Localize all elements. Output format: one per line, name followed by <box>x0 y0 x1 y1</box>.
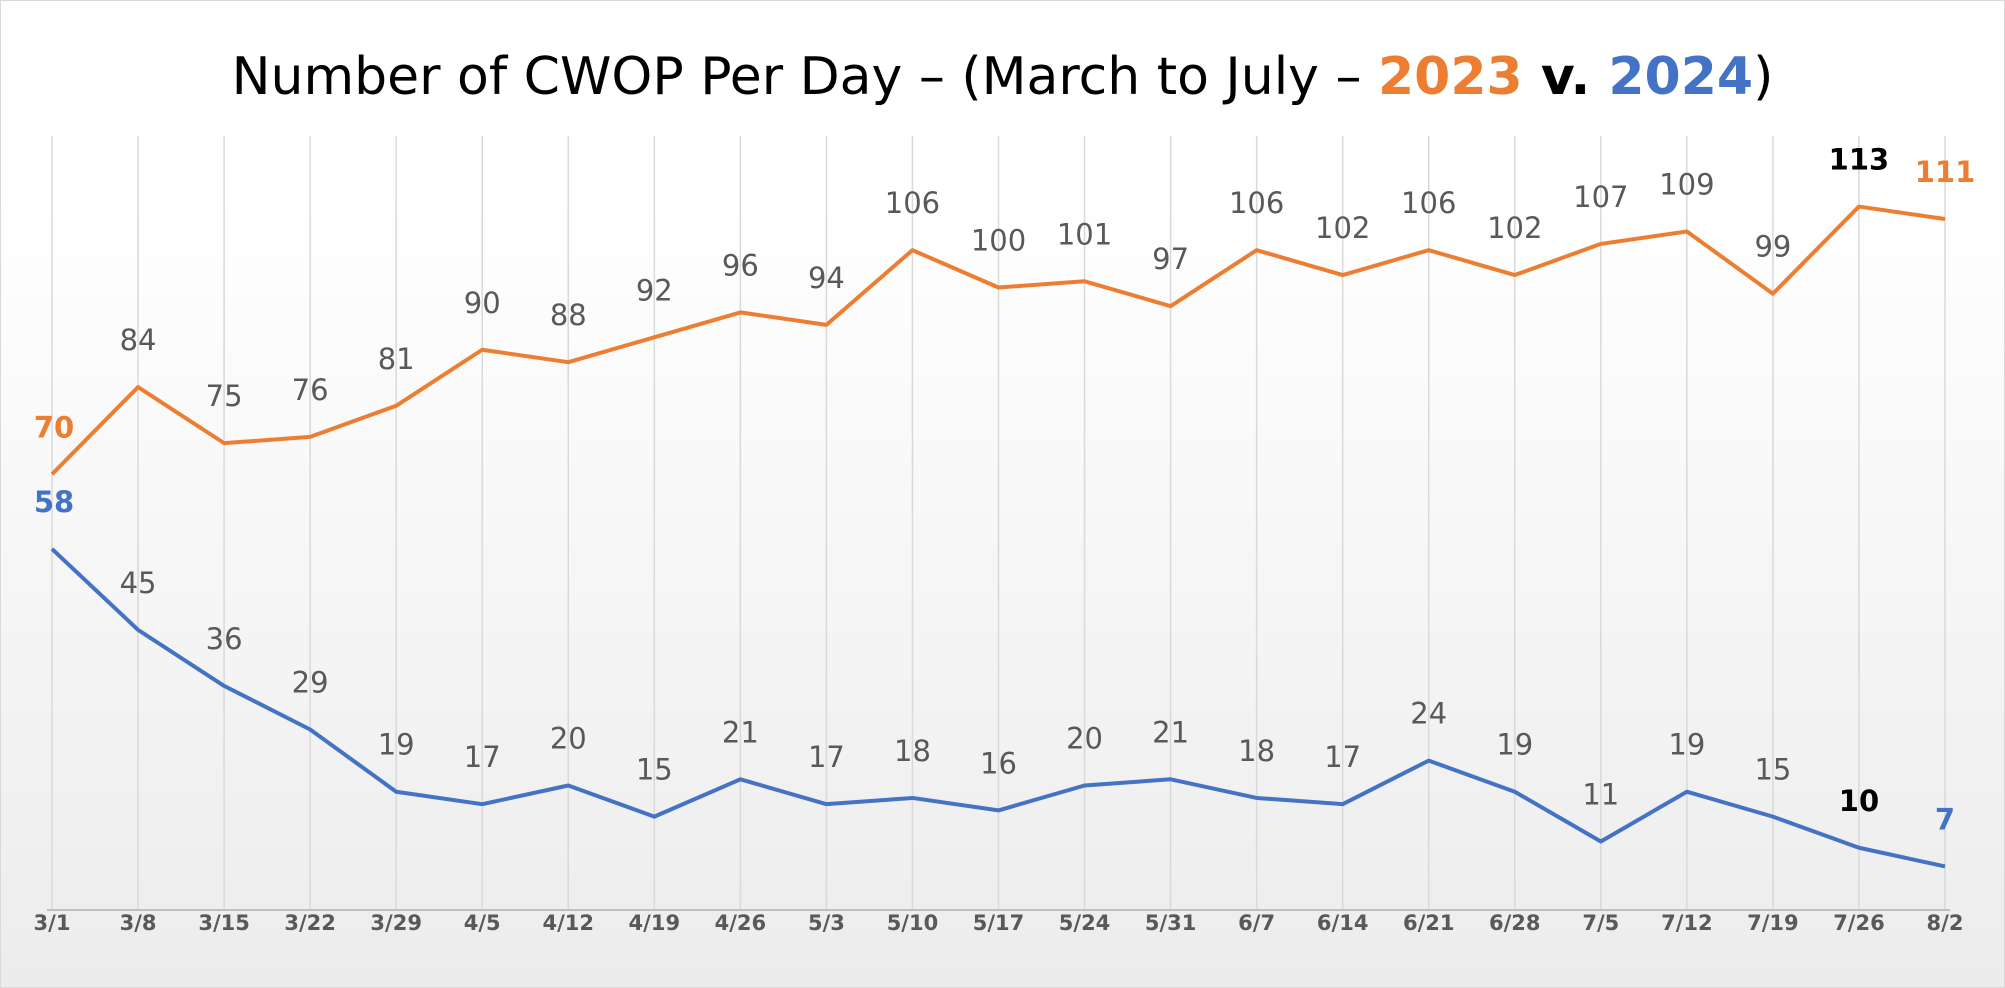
data-label: 36 <box>206 622 243 656</box>
data-label: 88 <box>550 298 587 332</box>
data-label: 84 <box>120 323 157 357</box>
series-name: 2024 <box>1608 47 1754 107</box>
data-label: 76 <box>292 373 329 407</box>
data-label: 15 <box>1754 753 1791 787</box>
x-tick-label: 5/31 <box>1145 911 1197 935</box>
data-label: 102 <box>1487 211 1542 245</box>
data-label: 29 <box>292 665 329 699</box>
x-tick-label: 5/17 <box>973 911 1025 935</box>
data-label: 96 <box>722 248 759 282</box>
title-text: ) <box>1753 47 1774 107</box>
x-tick-label: 7/26 <box>1833 911 1885 935</box>
x-tick-label: 4/5 <box>464 911 501 935</box>
data-label: 111 <box>1915 155 1976 189</box>
x-tick-label: 5/24 <box>1059 911 1111 935</box>
data-label: 58 <box>34 485 74 519</box>
title-text: v. <box>1522 47 1609 107</box>
x-tick-label: 3/22 <box>284 911 336 935</box>
data-label: 19 <box>378 728 415 762</box>
chart-title: Number of CWOP Per Day – (March to July … <box>1 47 2004 107</box>
x-tick-label: 7/5 <box>1582 911 1619 935</box>
x-tick-label: 6/7 <box>1238 911 1275 935</box>
series-line <box>50 547 1946 869</box>
data-label: 101 <box>1057 217 1112 251</box>
data-label: 99 <box>1754 230 1791 264</box>
data-label: 21 <box>1152 715 1189 749</box>
data-label: 20 <box>1066 722 1103 756</box>
x-tick-label: 8/2 <box>1927 911 1964 935</box>
x-tick-label: 3/15 <box>198 911 250 935</box>
x-tick-label: 5/3 <box>808 911 845 935</box>
x-tick-label: 4/12 <box>543 911 595 935</box>
data-label: 102 <box>1315 211 1370 245</box>
data-label: 16 <box>980 746 1017 780</box>
x-tick-label: 3/29 <box>370 911 422 935</box>
data-label: 106 <box>885 186 940 220</box>
x-tick-label: 3/8 <box>120 911 157 935</box>
data-label: 24 <box>1410 697 1447 731</box>
data-label: 7 <box>1935 802 1955 836</box>
title-text: Number of CWOP Per Day – (March to July … <box>231 47 1378 107</box>
data-label: 92 <box>636 273 673 307</box>
data-label: 106 <box>1401 186 1456 220</box>
data-label: 19 <box>1668 728 1705 762</box>
data-label: 109 <box>1659 167 1714 201</box>
data-label: 75 <box>206 379 243 413</box>
data-label: 94 <box>808 261 845 295</box>
x-tick-label: 7/19 <box>1747 911 1799 935</box>
data-label: 18 <box>894 734 931 768</box>
x-tick-label: 4/26 <box>715 911 767 935</box>
series-line <box>50 204 1946 476</box>
data-label: 97 <box>1152 242 1189 276</box>
x-tick-label: 6/21 <box>1403 911 1455 935</box>
x-tick-label: 5/10 <box>887 911 939 935</box>
data-label: 21 <box>722 715 759 749</box>
data-label: 10 <box>1839 784 1879 818</box>
data-label: 17 <box>1324 740 1361 774</box>
data-label: 81 <box>378 342 415 376</box>
data-label: 20 <box>550 722 587 756</box>
x-tick-label: 4/19 <box>629 911 681 935</box>
data-label: 18 <box>1238 734 1275 768</box>
data-label: 19 <box>1496 728 1533 762</box>
data-label: 17 <box>808 740 845 774</box>
data-label: 107 <box>1573 180 1628 214</box>
data-label: 113 <box>1829 143 1890 177</box>
x-tick-label: 6/14 <box>1317 911 1369 935</box>
series-name: 2023 <box>1378 47 1523 107</box>
data-label: 70 <box>34 410 74 444</box>
data-label: 11 <box>1582 778 1619 812</box>
data-label: 90 <box>464 286 501 320</box>
x-tick-label: 6/28 <box>1489 911 1541 935</box>
x-tick-label: 7/12 <box>1661 911 1713 935</box>
x-tick-label: 3/1 <box>34 911 71 935</box>
data-label: 17 <box>464 740 501 774</box>
data-label: 45 <box>120 566 157 600</box>
data-label: 106 <box>1229 186 1284 220</box>
data-label: 100 <box>971 224 1026 258</box>
data-label: 15 <box>636 753 673 787</box>
